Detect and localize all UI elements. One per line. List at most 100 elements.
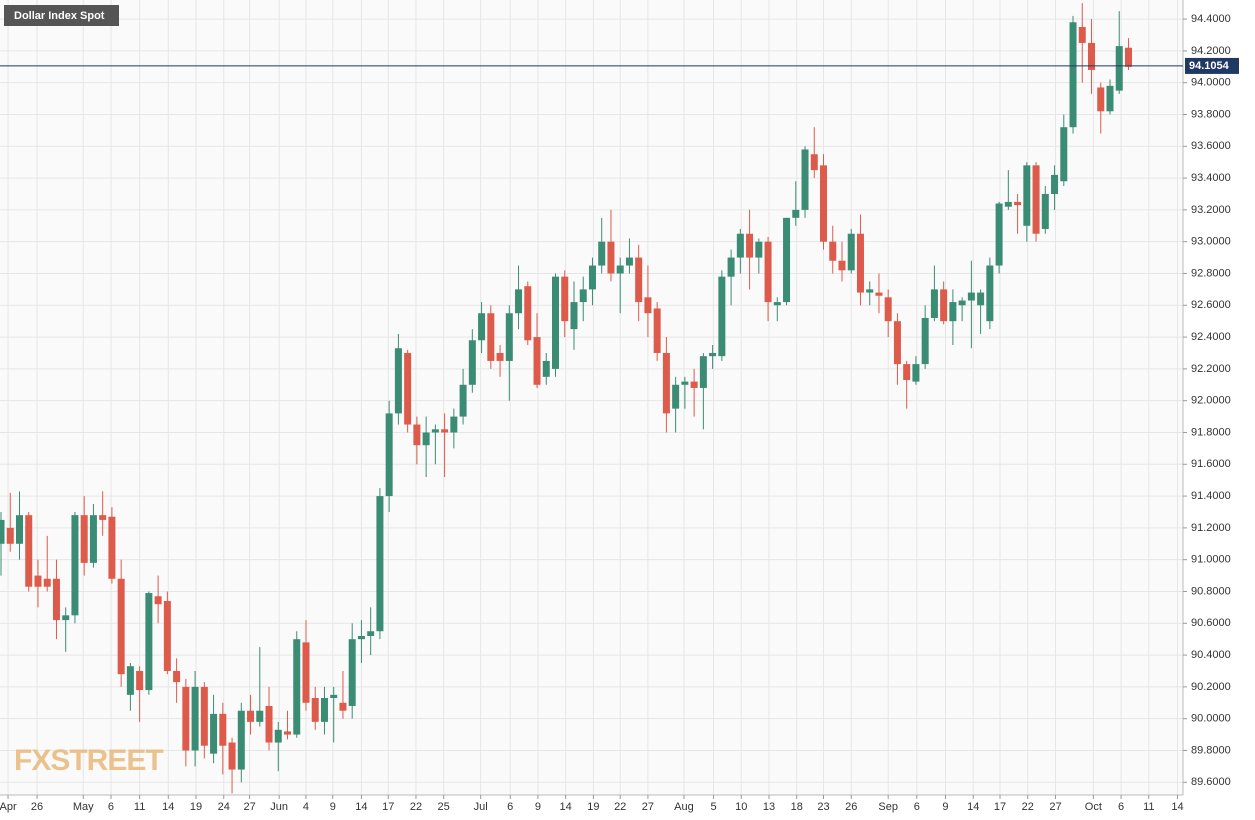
x-tick-label: 23 bbox=[817, 801, 829, 813]
candle-body bbox=[644, 297, 652, 314]
candle-body bbox=[718, 276, 726, 357]
candle-body bbox=[154, 596, 162, 605]
candle-body bbox=[265, 705, 273, 743]
candle-body bbox=[847, 233, 855, 271]
candle-body bbox=[616, 265, 624, 274]
x-tick-label: 14 bbox=[162, 801, 174, 813]
candle-body bbox=[699, 356, 707, 388]
y-tick-label: 90.2000 bbox=[1191, 681, 1231, 693]
x-tick-label: 9 bbox=[330, 801, 336, 813]
candle-body bbox=[515, 289, 523, 314]
candle-body bbox=[1032, 165, 1040, 234]
candle-body bbox=[505, 313, 513, 361]
candle-body bbox=[413, 424, 421, 446]
x-tick-label: Aug bbox=[674, 801, 694, 813]
candle-body bbox=[598, 241, 606, 266]
candle-body bbox=[108, 516, 116, 579]
x-tick-label: 11 bbox=[134, 801, 145, 813]
candle-body bbox=[0, 519, 5, 544]
candle-body bbox=[792, 209, 800, 218]
candle-body bbox=[237, 710, 245, 770]
candle-body bbox=[15, 515, 23, 544]
x-tick-label: 14 bbox=[1171, 801, 1183, 813]
candle-body bbox=[173, 670, 181, 683]
y-tick-label: 89.6000 bbox=[1191, 776, 1231, 788]
candle-body bbox=[579, 289, 587, 303]
y-tick-label: 90.8000 bbox=[1191, 585, 1231, 597]
x-tick-label: 11 bbox=[1143, 801, 1154, 813]
title-box bbox=[4, 5, 119, 26]
y-tick-label: 91.8000 bbox=[1191, 426, 1231, 438]
x-tick-label: 6 bbox=[507, 801, 513, 813]
y-tick-label: 94.2000 bbox=[1191, 45, 1231, 57]
candle-body bbox=[977, 292, 985, 306]
candle-body bbox=[773, 302, 781, 306]
candle-body bbox=[1023, 165, 1031, 226]
candle-body bbox=[302, 642, 310, 703]
candle-body bbox=[986, 265, 994, 322]
candle-body bbox=[995, 203, 1003, 266]
candle-body bbox=[228, 742, 236, 770]
candle-body bbox=[62, 615, 70, 621]
y-tick-label: 93.4000 bbox=[1191, 172, 1231, 184]
x-tick-label: 25 bbox=[438, 801, 450, 813]
y-tick-label: 92.2000 bbox=[1191, 363, 1231, 375]
candle-body bbox=[284, 731, 292, 735]
candle-body bbox=[1088, 42, 1096, 70]
candle-body bbox=[163, 601, 171, 671]
x-tick-label: 26 bbox=[845, 801, 857, 813]
y-tick-label: 91.2000 bbox=[1191, 522, 1231, 534]
candle-body bbox=[450, 416, 458, 433]
y-tick-label: 90.4000 bbox=[1191, 649, 1231, 661]
candle-body bbox=[588, 265, 596, 290]
candle-body bbox=[783, 217, 791, 303]
x-tick-label: Apr bbox=[0, 801, 17, 813]
candle-body bbox=[1124, 47, 1132, 67]
candle-body bbox=[145, 593, 153, 691]
y-tick-label: 93.2000 bbox=[1191, 204, 1231, 216]
candle-body bbox=[1097, 87, 1105, 112]
candle-body bbox=[949, 302, 957, 322]
candle-body bbox=[625, 257, 633, 266]
candle-body bbox=[810, 154, 818, 171]
candle-body bbox=[903, 364, 911, 381]
candle-body bbox=[653, 308, 661, 353]
x-tick-label: 27 bbox=[243, 801, 255, 813]
candle-body bbox=[43, 578, 51, 587]
y-tick-label: 92.0000 bbox=[1191, 395, 1231, 407]
candle-body bbox=[1004, 201, 1012, 207]
candle-body bbox=[856, 233, 864, 293]
y-tick-label: 91.6000 bbox=[1191, 458, 1231, 470]
candle-body bbox=[320, 698, 328, 722]
candle-body bbox=[126, 666, 134, 695]
candle-body bbox=[441, 429, 449, 433]
candle-body bbox=[746, 233, 754, 258]
x-tick-label: 10 bbox=[735, 801, 747, 813]
candle-body bbox=[1051, 174, 1059, 194]
candle-body bbox=[672, 384, 680, 409]
y-tick-label: 92.4000 bbox=[1191, 331, 1231, 343]
x-tick-label: 6 bbox=[108, 801, 114, 813]
candle-body bbox=[25, 515, 33, 587]
x-tick-label: 9 bbox=[535, 801, 541, 813]
candle-body bbox=[6, 527, 14, 544]
candle-body bbox=[459, 384, 467, 417]
candle-body bbox=[117, 578, 125, 675]
y-tick-label: 94.4000 bbox=[1191, 13, 1231, 25]
candle-body bbox=[376, 496, 384, 632]
y-tick-label: 90.0000 bbox=[1191, 713, 1231, 725]
y-tick-label: 92.8000 bbox=[1191, 267, 1231, 279]
last-price-label: 94.1054 bbox=[1189, 60, 1230, 72]
candle-body bbox=[912, 364, 920, 382]
x-tick-label: 4 bbox=[303, 801, 309, 813]
candle-body bbox=[755, 241, 763, 258]
candle-body bbox=[727, 257, 735, 277]
x-tick-label: 18 bbox=[791, 801, 803, 813]
last-price-box bbox=[1185, 57, 1239, 74]
candle-body bbox=[394, 348, 402, 414]
candle-body bbox=[293, 639, 301, 735]
x-tick-label: 9 bbox=[942, 801, 948, 813]
y-tick-label: 94.0000 bbox=[1191, 77, 1231, 89]
candle-body bbox=[1060, 127, 1068, 182]
candle-body bbox=[829, 241, 837, 261]
